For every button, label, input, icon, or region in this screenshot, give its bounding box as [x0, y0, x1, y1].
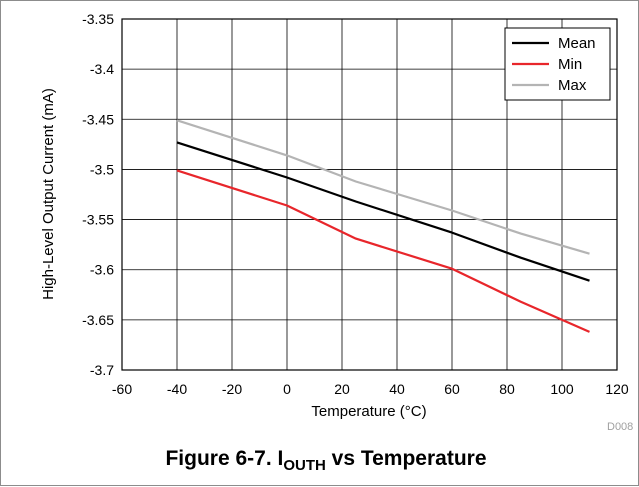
caption-subscript: OUTH	[283, 457, 326, 474]
y-tick-label: -3.7	[90, 362, 114, 378]
legend-label-max: Max	[558, 77, 587, 94]
legend: Mean Min Max	[504, 27, 611, 101]
y-tick-label: -3.65	[82, 312, 114, 328]
y-tick-label: -3.5	[90, 161, 114, 177]
legend-label-mean: Mean	[558, 35, 596, 52]
y-axis-label: High-Level Output Current (mA)	[40, 88, 57, 300]
x-tick-label: 40	[389, 381, 405, 397]
series-lines	[176, 119, 590, 333]
y-axis-ticks: -3.35 -3.4 -3.45 -3.5 -3.55 -3.6 -3.65 -3.7	[82, 11, 114, 378]
x-tick-label: -40	[167, 381, 187, 397]
y-tick-label: -3.35	[82, 11, 114, 27]
chart-code-label: D008	[607, 421, 633, 433]
x-axis-ticks: -60 -40 -20 0 20 40 60 80 100 120	[112, 381, 629, 397]
x-tick-label: -60	[112, 381, 132, 397]
x-tick-label: 0	[283, 381, 291, 397]
y-tick-label: -3.6	[90, 262, 114, 278]
figure-caption: Figure 6-7. IOUTH vs Temperature	[165, 447, 486, 474]
x-axis-label: Temperature (°C)	[311, 403, 426, 420]
caption-prefix: Figure 6-7. I	[165, 447, 283, 470]
series-line-mean	[176, 141, 590, 282]
caption-suffix: vs Temperature	[326, 447, 487, 470]
x-tick-label: 120	[605, 381, 629, 397]
series-line-max	[176, 119, 590, 255]
y-tick-label: -3.45	[82, 111, 114, 127]
x-tick-label: 100	[550, 381, 574, 397]
series-line-min	[176, 169, 590, 333]
y-tick-label: -3.4	[90, 61, 114, 77]
x-tick-label: 80	[499, 381, 515, 397]
x-tick-label: -20	[222, 381, 242, 397]
plot-area-border	[121, 18, 618, 371]
x-tick-label: 20	[334, 381, 350, 397]
legend-label-min: Min	[558, 56, 582, 73]
x-tick-label: 60	[444, 381, 460, 397]
y-tick-label: -3.55	[82, 212, 114, 228]
